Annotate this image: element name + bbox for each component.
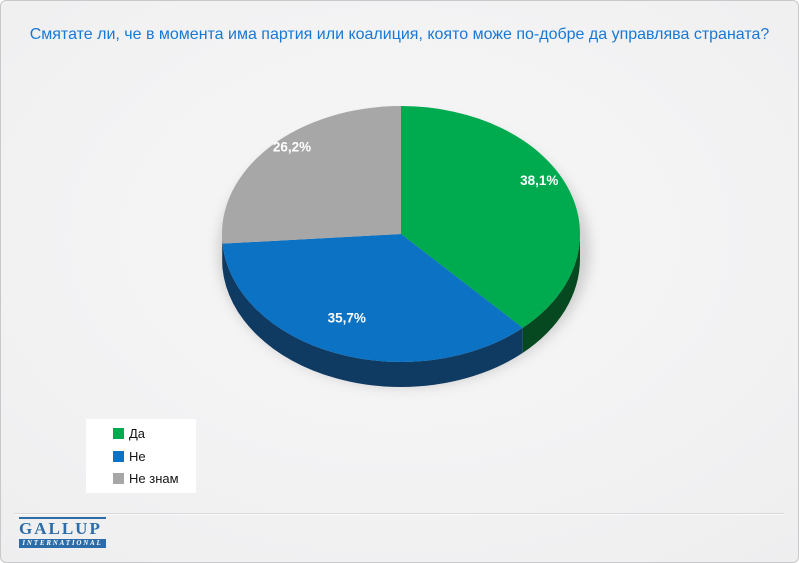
pie-slice-side-0 [522, 234, 580, 353]
pie-slice-side-2 [222, 234, 223, 269]
chart-title: Смятате ли, че в момента има партия или … [29, 26, 770, 43]
pie-slice-1 [222, 234, 523, 363]
legend: Да Не Не знам [86, 419, 196, 493]
pie-shadow [218, 115, 590, 387]
legend-label: Не знам [129, 470, 179, 486]
legend-label: Не [129, 448, 146, 464]
data-label-0: 38,1% [520, 173, 558, 188]
pie-slice-0 [401, 106, 580, 328]
pie-slice-side-1 [222, 243, 523, 388]
legend-label: Да [129, 426, 146, 442]
gallup-logo: GALLUP INTERNATIONAL [19, 517, 106, 548]
logo-subtext-bar: INTERNATIONAL [19, 539, 106, 548]
data-label-1: 35,7% [328, 310, 366, 325]
legend-item: Не знам [113, 471, 196, 486]
pie-slice-2 [222, 106, 401, 244]
legend-item: Да [113, 426, 196, 441]
legend-swatch [113, 450, 124, 462]
logo-top-rule [19, 517, 106, 519]
legend-swatch [113, 472, 124, 484]
footer-divider [14, 513, 784, 514]
legend-swatch [113, 428, 124, 440]
data-label-2: 26,2% [273, 139, 311, 154]
logo-wordmark: GALLUP [19, 519, 102, 538]
legend-item: Не [113, 449, 196, 464]
